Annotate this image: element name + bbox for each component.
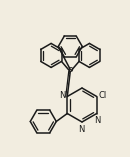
Text: Cl: Cl: [99, 91, 107, 100]
Text: N: N: [59, 91, 65, 100]
Text: N: N: [78, 125, 84, 133]
Text: P: P: [68, 67, 73, 76]
Text: N: N: [95, 116, 101, 125]
